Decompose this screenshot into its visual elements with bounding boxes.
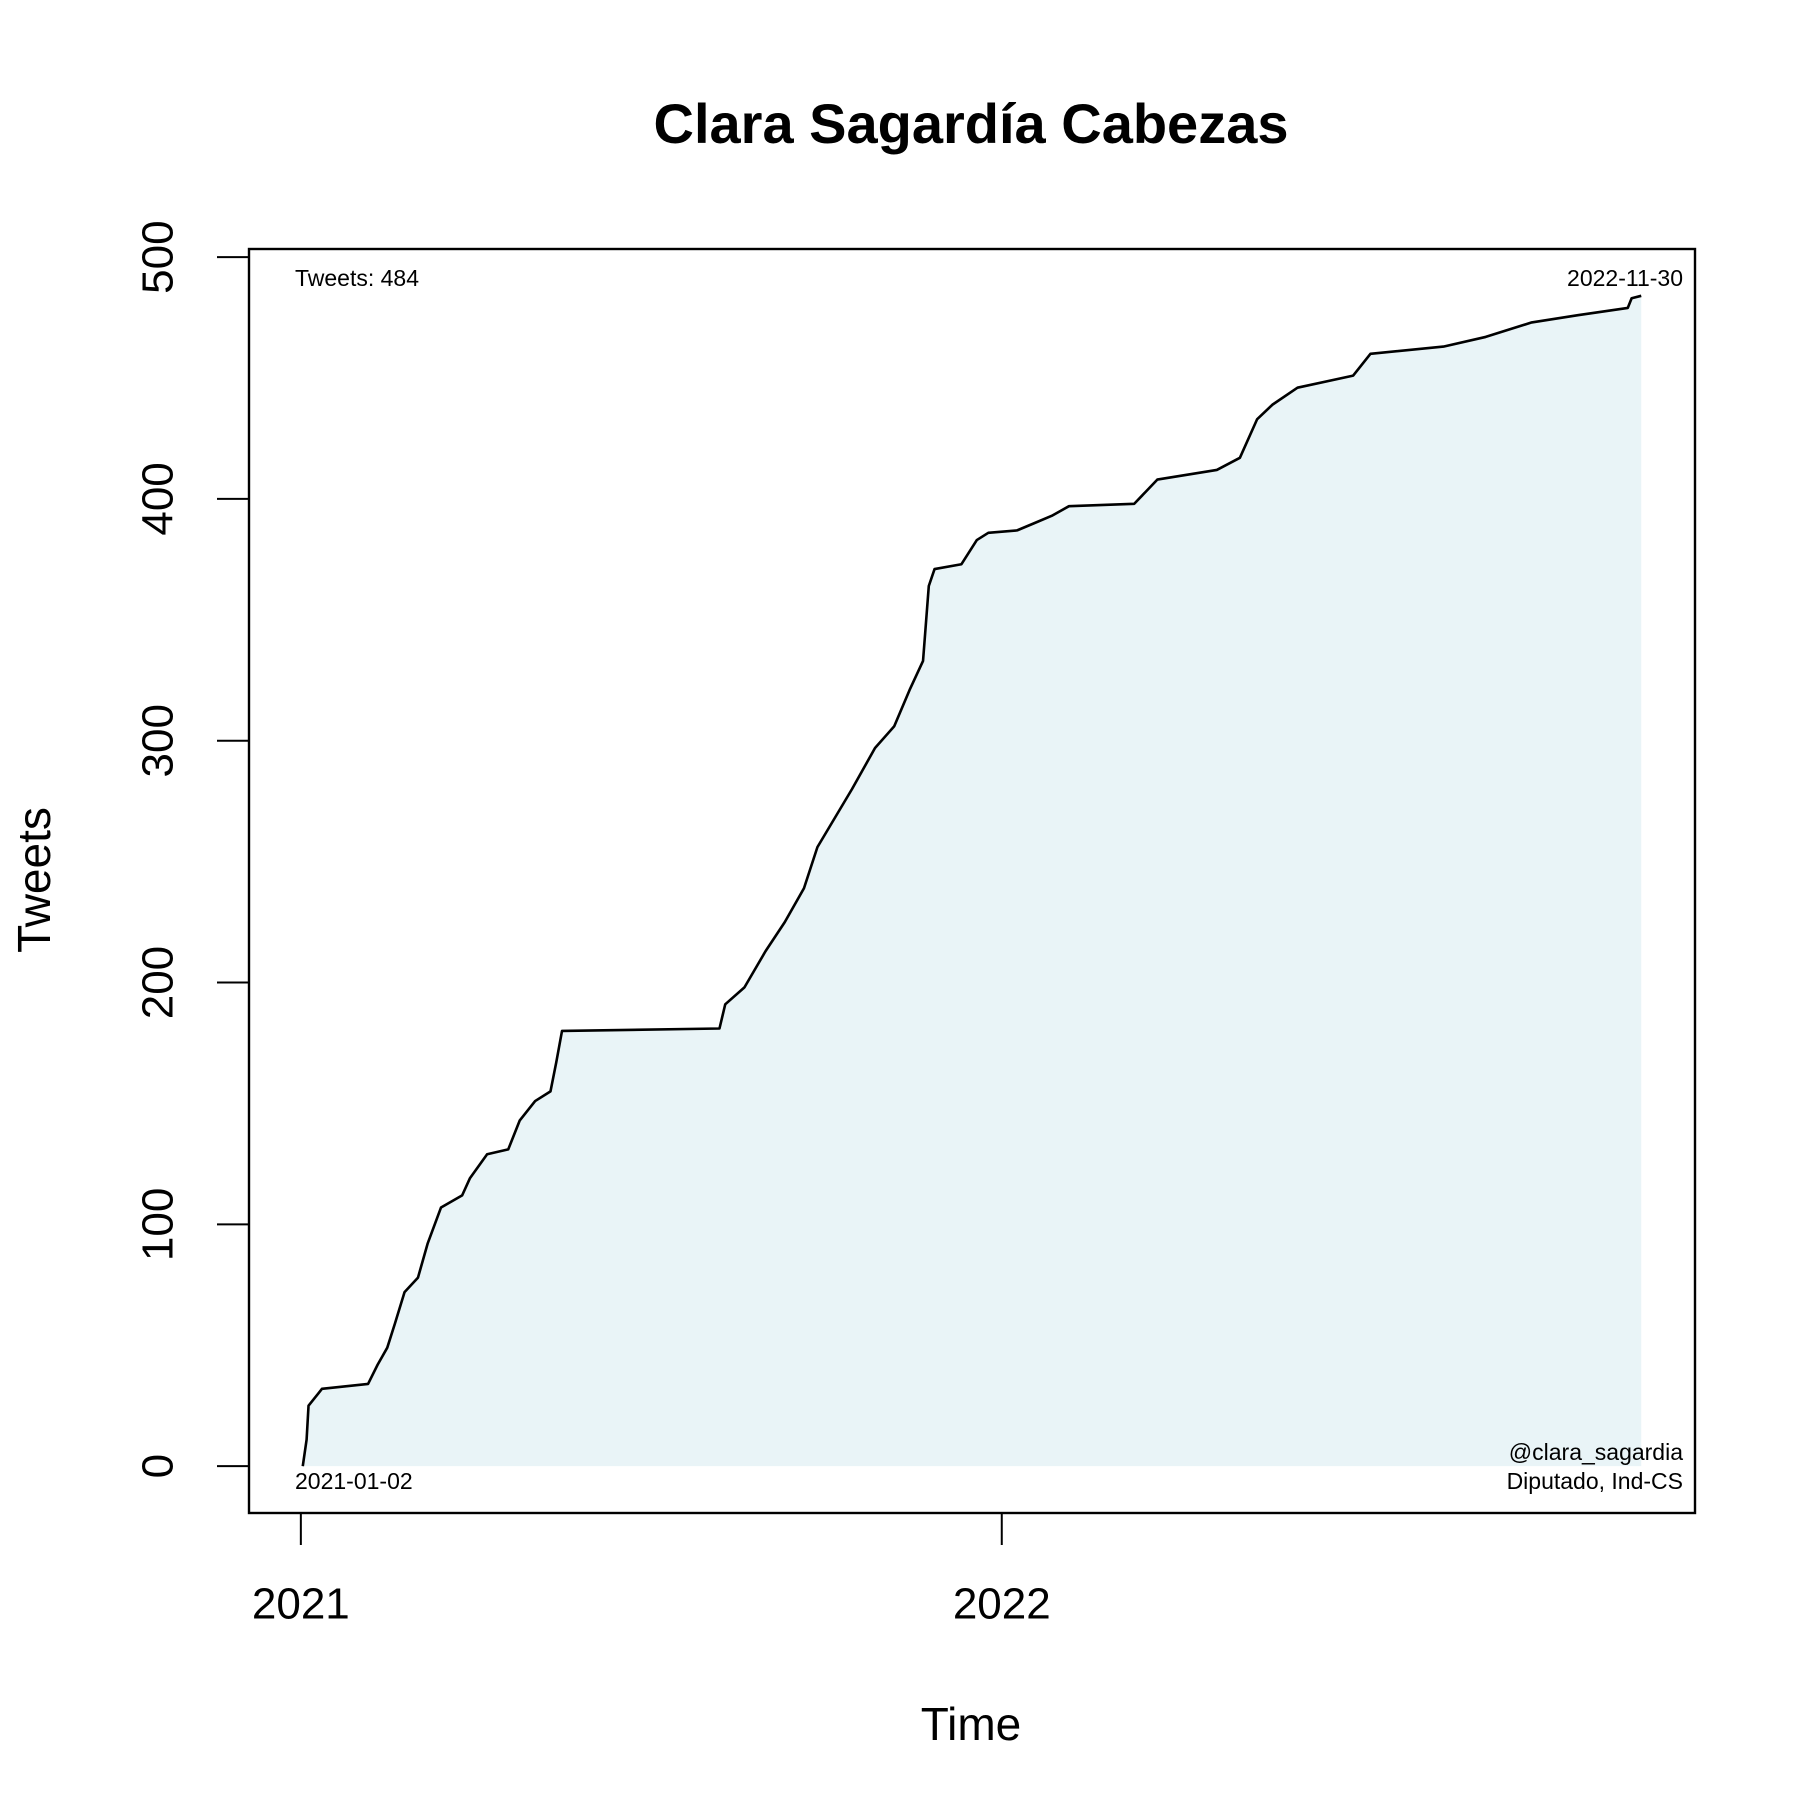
y-tick-label: 200: [134, 946, 183, 1019]
area: [302, 295, 1642, 1467]
x-tick-label: 2022: [953, 1580, 1051, 1629]
y-tick-label: 0: [134, 1454, 183, 1478]
y-tick-label: 500: [134, 220, 183, 293]
y-axis-label: Tweets: [8, 807, 60, 953]
y-tick-label: 100: [134, 1188, 183, 1261]
x-tick-label: 2021: [252, 1580, 350, 1629]
line: [301, 294, 1642, 1467]
annotation: 2021-01-02: [295, 1468, 413, 1494]
x-axis-label: Time: [921, 1698, 1022, 1750]
annotation: 2022-11-30: [1567, 265, 1683, 291]
plot-frame: [247, 247, 1697, 1515]
y-tick-label: 300: [134, 704, 183, 777]
annotation: Tweets: 484: [295, 265, 419, 291]
chart-title: Clara Sagardía Cabezas: [654, 92, 1289, 155]
annotation: Diputado, Ind-CS: [1507, 1468, 1683, 1494]
annotation: @clara_sagardia: [1509, 1439, 1683, 1465]
y-tick-label: 400: [134, 462, 183, 535]
